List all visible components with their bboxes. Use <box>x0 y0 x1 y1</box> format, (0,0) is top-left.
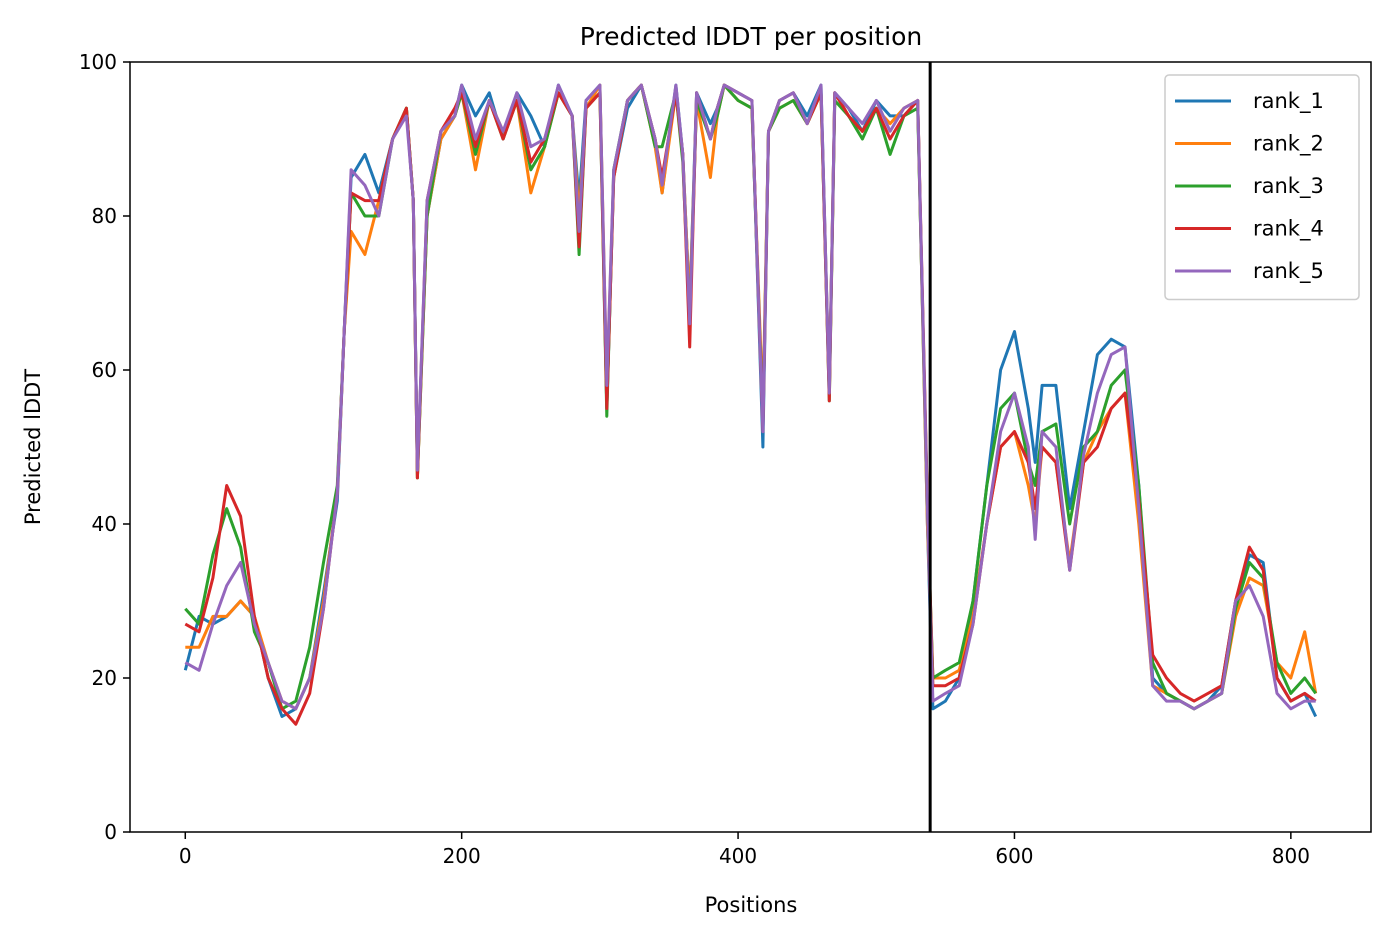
x-tick-label: 200 <box>443 844 481 868</box>
y-tick-label: 80 <box>92 204 117 228</box>
y-tick-label: 0 <box>104 820 117 844</box>
legend-label-rank_1: rank_1 <box>1253 89 1324 114</box>
y-axis-label: Predicted lDDT <box>21 369 45 525</box>
plot-frame <box>129 61 1372 833</box>
x-tick-label: 800 <box>1272 844 1310 868</box>
legend-label-rank_4: rank_4 <box>1253 217 1324 242</box>
y-axis-ticks: 0 20 40 60 80 100 <box>79 50 130 844</box>
legend-label-rank_2: rank_2 <box>1253 132 1324 157</box>
legend-label-rank_3: rank_3 <box>1253 174 1324 199</box>
legend-label-rank_5: rank_5 <box>1253 259 1324 284</box>
x-tick-label: 400 <box>719 844 757 868</box>
legend-box <box>1164 74 1360 301</box>
y-tick-label: 40 <box>92 512 117 536</box>
x-tick-label: 0 <box>179 844 192 868</box>
x-axis-ticks: 0 200 400 600 800 <box>179 832 1310 868</box>
series-line-rank_5 <box>184 83 1316 711</box>
x-axis-label: Positions <box>705 893 798 917</box>
legend: rank_1 rank_2 rank_3 rank_4 rank_5 <box>1164 74 1360 301</box>
y-tick-label: 20 <box>92 666 117 690</box>
y-tick-label: 60 <box>92 358 117 382</box>
y-tick-label: 100 <box>79 50 117 74</box>
x-tick-label: 600 <box>995 844 1033 868</box>
series-layer <box>183 83 1318 726</box>
chart-title: Predicted lDDT per position <box>580 22 922 51</box>
